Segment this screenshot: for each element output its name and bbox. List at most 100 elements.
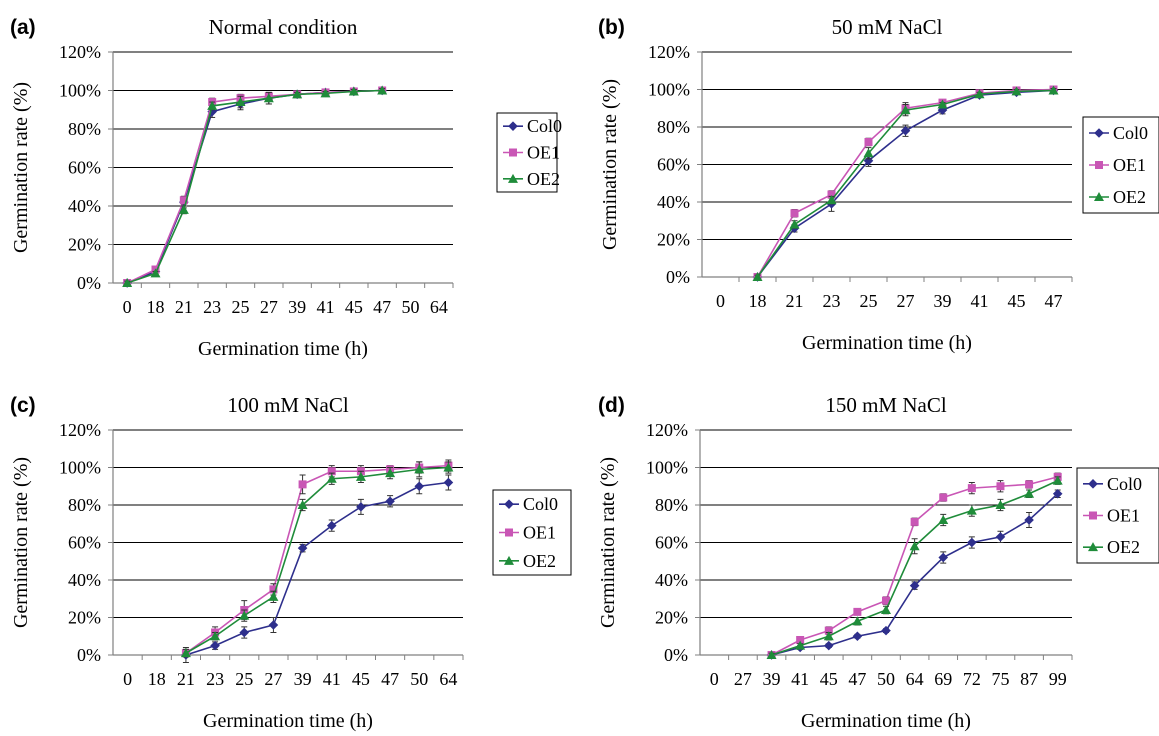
chart-title: 150 mM NaCl [825,393,947,417]
series-oe2 [180,461,454,658]
series-oe2 [122,85,388,287]
data-point-col0 [938,552,949,563]
x-tick-label: 25 [860,291,878,311]
data-point-col0 [239,627,250,638]
x-tick-label: 72 [963,669,981,689]
series-line-col0 [185,481,449,656]
data-point-oe1 [827,190,836,199]
x-tick-label: 45 [1008,291,1026,311]
x-tick-label: 0 [710,669,719,689]
series-line-oe1 [185,464,449,654]
data-point-oe1 [179,196,188,205]
data-point-oe2 [297,500,308,509]
data-point-oe2 [1024,488,1035,498]
data-point-oe2 [1011,86,1022,96]
legend: Col0 OE1 OE2 [492,489,572,576]
legend-marker [505,528,513,537]
data-point-oe1 [796,636,805,644]
y-axis-label: Germination rate (%) [597,457,619,628]
series-line-oe2 [756,89,1054,278]
series-line-oe2 [771,479,1059,656]
legend-label: Col0 [1107,474,1142,494]
y-tick-label: 80% [68,495,101,515]
y-tick-label: 100% [59,81,101,101]
x-tick-label: 50 [877,669,895,689]
data-point-oe2 [385,468,396,478]
y-tick-label: 20% [657,230,690,250]
data-point-col0 [443,477,454,488]
legend-label: Col0 [523,494,558,514]
x-tick-label: 27 [264,669,282,689]
legend-marker [1088,479,1098,489]
data-point-oe2 [900,105,911,115]
legend-marker [508,173,518,183]
x-tick-label: 0 [123,297,132,317]
data-point-oe2 [268,591,279,601]
data-point-col0 [900,125,911,136]
data-point-oe1 [1025,480,1034,489]
data-point-col0 [1052,488,1063,499]
y-tick-label: 40% [68,570,101,590]
data-point-oe2 [122,278,133,287]
panel-label: (b) [598,16,625,39]
y-tick-label: 0% [666,267,690,287]
x-tick-label: 39 [934,291,952,311]
data-point-oe2 [178,204,189,214]
legend: Col0 OE1 OE2 [1076,467,1159,564]
legend-label: OE2 [1113,187,1146,207]
data-point-col0 [852,631,863,642]
legend-label: OE2 [1107,537,1140,557]
data-point-oe2 [180,648,191,658]
panel-label: (c) [10,394,36,417]
x-tick-label: 27 [260,297,278,317]
y-tick-label: 120% [59,420,101,440]
x-tick-label: 27 [897,291,915,311]
data-point-col0 [967,537,977,548]
chart-panel-d: (d) 150 mM NaCl 0% 20% 40% 60% 80% 100% 120% 0 27 3… [597,393,1159,732]
legend-label: Col0 [1113,123,1148,143]
y-tick-label: 60% [655,533,688,553]
data-point-oe2 [974,89,985,99]
x-tick-label: 39 [288,297,306,317]
data-point-oe2 [852,616,863,626]
data-point-oe2 [443,462,454,472]
data-point-col0 [297,543,308,553]
y-tick-label: 0% [77,273,101,293]
y-tick-label: 20% [655,608,688,628]
x-tick-label: 47 [1045,291,1063,311]
y-tick-label: 40% [68,196,101,216]
legend-label: OE1 [1113,155,1146,175]
panel-label: (d) [598,394,625,417]
data-point-col0 [823,640,834,651]
y-tick-label: 40% [657,192,690,212]
series-line-col0 [126,89,383,284]
data-point-col0 [326,520,337,531]
legend-label: OE1 [1107,506,1140,526]
data-point-oe2 [292,89,303,99]
x-tick-label: 64 [906,669,924,689]
x-axis-label: Germination time (h) [198,338,368,360]
data-point-oe2 [326,473,337,483]
data-point-oe2 [823,631,834,641]
data-point-col0 [210,640,220,651]
x-axis-label: Germination time (h) [801,710,971,732]
data-point-col0 [268,620,279,630]
x-tick-label: 50 [410,669,428,689]
data-point-col0 [356,502,366,512]
x-tick-label: 21 [177,669,195,689]
x-tick-label: 18 [749,291,767,311]
data-point-oe2 [966,505,977,515]
legend-marker [1094,128,1104,138]
series-line-oe2 [126,89,383,284]
y-tick-label: 0% [77,645,101,665]
data-point-col0 [1024,515,1034,525]
y-tick-label: 120% [648,42,690,62]
data-point-oe2 [348,86,359,96]
y-tick-label: 20% [68,235,101,255]
data-point-oe2 [881,605,891,614]
chart-title: Normal condition [209,15,358,39]
legend-label: OE1 [527,143,560,163]
data-point-oe2 [355,471,366,481]
x-tick-label: 25 [235,669,253,689]
